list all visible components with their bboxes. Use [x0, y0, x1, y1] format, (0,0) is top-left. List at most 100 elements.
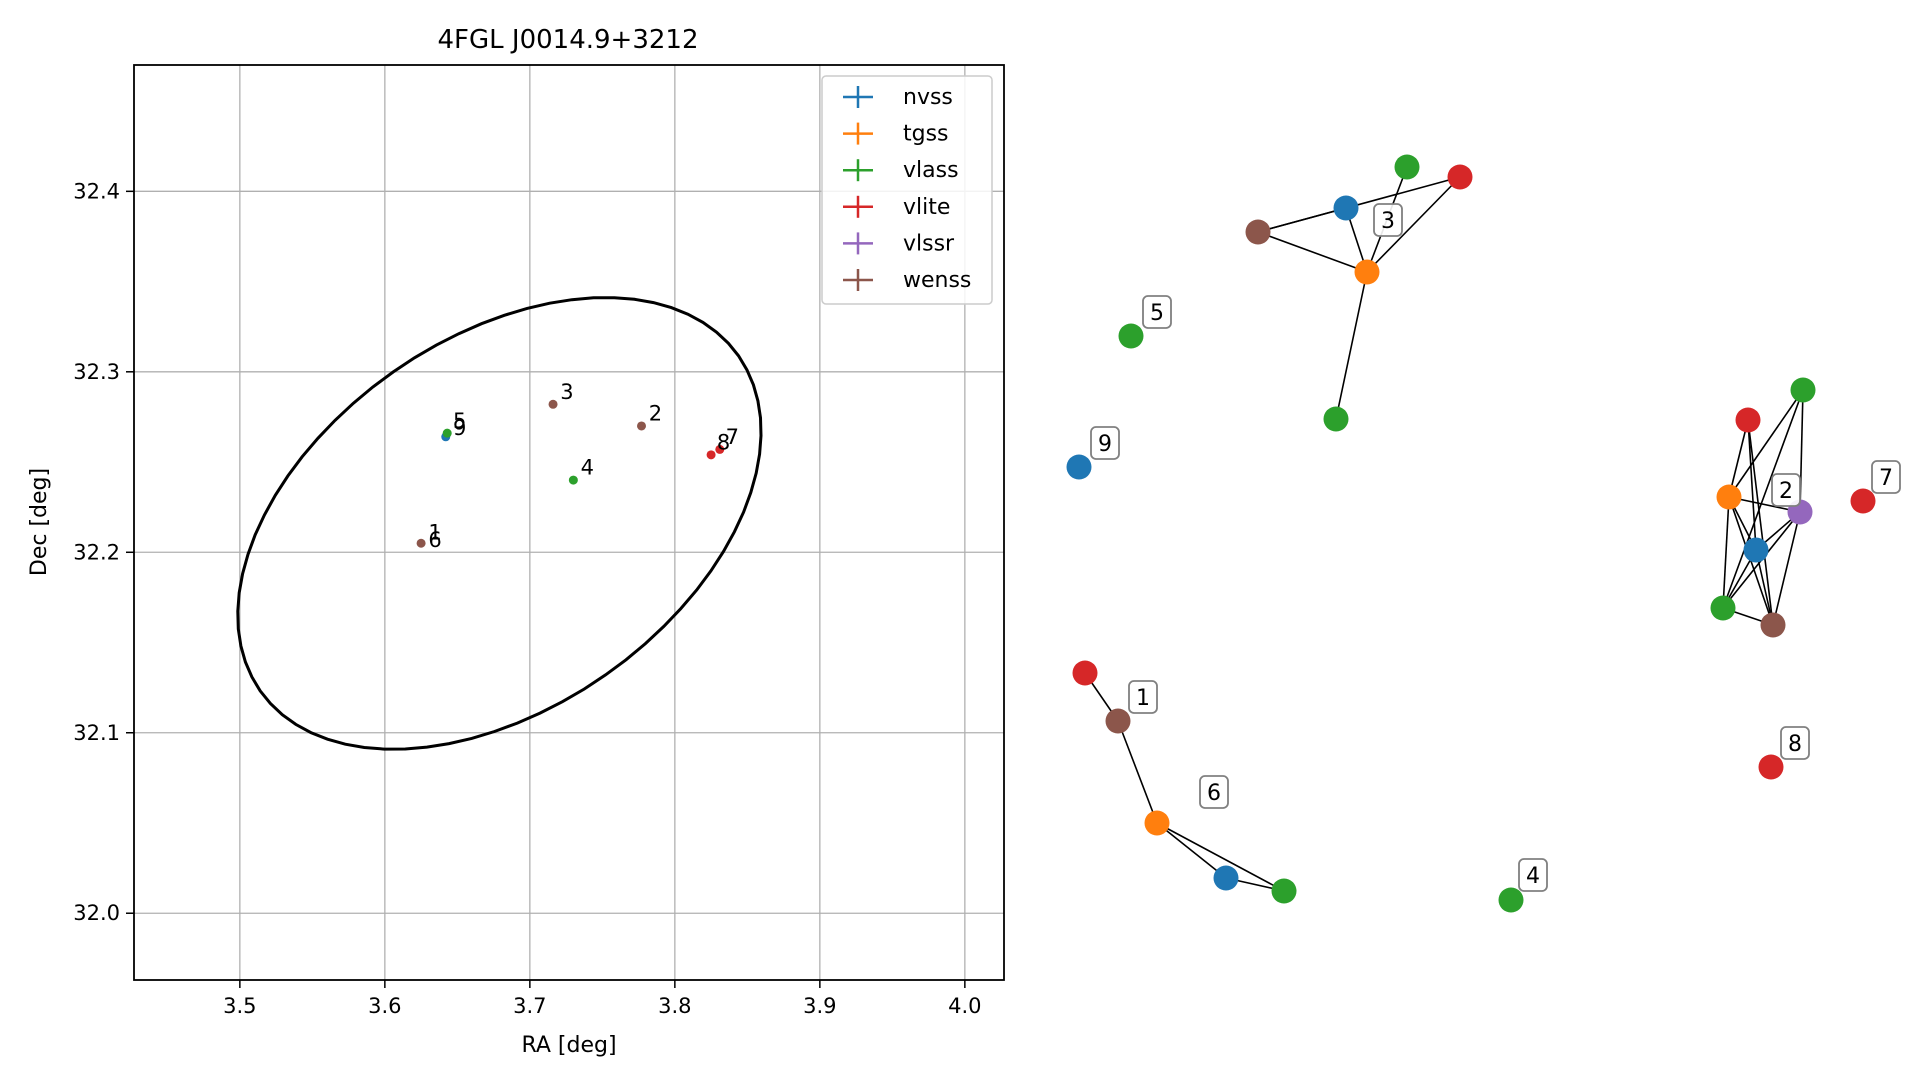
cluster-label-text: 5: [1150, 301, 1164, 326]
point-wenss: [548, 399, 558, 409]
cluster-labels: 3 5 9 2 7 1 6 8 4: [1090, 203, 1901, 892]
network-edge: [1257, 176, 1461, 233]
network-edge: [1156, 822, 1227, 879]
y-tick-label: 32.1: [73, 721, 120, 745]
source-label: 3: [560, 380, 573, 404]
network-node-c2-vlass-a: [1790, 377, 1816, 403]
network-node-c3-vlite: [1447, 164, 1473, 190]
network-node-c8-vlite: [1758, 754, 1784, 780]
network-node-c6-vlass: [1271, 878, 1297, 904]
cluster-label-5: 5: [1142, 295, 1172, 329]
error-ellipse: [236, 296, 763, 751]
legend-item-wenss[interactable]: wenss: [843, 268, 971, 293]
network-edge: [1722, 496, 1730, 609]
cluster-label-1: 1: [1128, 680, 1158, 714]
network-node-c3-nvss: [1333, 195, 1359, 221]
cluster-label-box: [1771, 473, 1801, 507]
x-tick-label: 3.7: [513, 994, 546, 1018]
network-edges: [1084, 166, 1804, 892]
axis-ticks: 3.5 3.6 3.7 3.8 3.9 4.0 32.0 32.1 32.2 32.3 32.4: [73, 179, 981, 1018]
legend-item-vlass[interactable]: vlass: [843, 158, 959, 183]
network-node-c3-vlass-a: [1394, 154, 1420, 180]
network-node-c2-nvss: [1743, 537, 1769, 563]
source-points: [416, 399, 725, 548]
cluster-label-text: 9: [1098, 432, 1112, 457]
legend-label-nvss: nvss: [903, 85, 953, 110]
legend-item-nvss[interactable]: nvss: [843, 85, 953, 110]
source-label: 1: [428, 521, 441, 545]
x-tick-label: 4.0: [948, 994, 981, 1018]
source-label: 8: [717, 430, 730, 454]
legend-label-vlssr: vlssr: [903, 231, 955, 256]
cluster-label-box: [1128, 680, 1158, 714]
cluster-label-9: 9: [1090, 426, 1120, 460]
x-tick-label: 3.5: [223, 994, 256, 1018]
network-edge: [1722, 389, 1804, 609]
legend-item-tgss[interactable]: tgss: [843, 122, 949, 147]
y-tick-label: 32.4: [73, 179, 120, 203]
chart-title: 4FGL J0014.9+3212: [438, 25, 699, 55]
network-node-c4-vlass: [1498, 887, 1524, 913]
network-edge: [1728, 419, 1749, 498]
cluster-label-box: [1142, 295, 1172, 329]
point-vlass: [442, 428, 452, 438]
y-tick-label: 32.3: [73, 360, 120, 384]
sky-position-panel: 4FGL J0014.9+3212 16 59 3 2 4 87 3.5 3.6 3.7 3.8…: [27, 25, 1005, 1058]
source-label: 4: [581, 456, 594, 480]
source-label: 9: [453, 416, 466, 440]
legend-label-wenss: wenss: [903, 268, 971, 293]
network-edge: [1257, 231, 1368, 273]
network-node-c3-tgss: [1354, 259, 1380, 285]
legend[interactable]: nvss tgss vlass vlite vlssr wenss: [821, 75, 993, 305]
source-label: 2: [649, 402, 662, 426]
cluster-label-6: 6: [1199, 775, 1229, 809]
cluster-label-7: 7: [1871, 460, 1901, 494]
network-edge: [1747, 419, 1757, 551]
network-node-c3-vlass-b: [1323, 406, 1349, 432]
network-node-c1-vlite: [1072, 660, 1098, 686]
cluster-label-box: [1780, 726, 1810, 760]
localization-ellipse: [236, 296, 763, 751]
legend-label-vlite: vlite: [903, 195, 950, 220]
network-node-c2-wenss: [1760, 612, 1786, 638]
network-node-c2-vlite: [1735, 407, 1761, 433]
network-edge: [1747, 419, 1774, 626]
axes-frame: [133, 64, 1005, 981]
y-tick-label: 32.0: [73, 901, 120, 925]
cluster-label-text: 6: [1207, 781, 1221, 806]
cluster-label-8: 8: [1780, 726, 1810, 760]
network-nodes: [1066, 154, 1876, 913]
legend-item-vlite[interactable]: vlite: [843, 195, 950, 220]
x-axis-label: RA [deg]: [521, 1033, 616, 1058]
legend-item-vlssr[interactable]: vlssr: [843, 231, 955, 256]
point-vlite: [715, 444, 725, 454]
x-tick-label: 3.9: [803, 994, 836, 1018]
legend-label-vlass: vlass: [903, 158, 959, 183]
cluster-label-3: 3: [1373, 203, 1403, 237]
network-edge: [1156, 822, 1285, 892]
y-axis-label: Dec [deg]: [27, 468, 52, 576]
source-label: 5: [453, 409, 466, 433]
network-node-c1-wenss: [1105, 708, 1131, 734]
cluster-label-box: [1199, 775, 1229, 809]
point-vlite: [706, 450, 716, 460]
network-node-c2-vlass-b: [1710, 595, 1736, 621]
network-node-c7-vlite: [1850, 488, 1876, 514]
cluster-label-text: 2: [1779, 479, 1793, 504]
y-tick-label: 32.2: [73, 540, 120, 564]
network-edge: [1366, 176, 1461, 273]
cluster-label-text: 3: [1381, 209, 1395, 234]
network-node-c6-tgss: [1144, 810, 1170, 836]
network-node-c5-vlass: [1118, 323, 1144, 349]
x-tick-label: 3.6: [368, 994, 401, 1018]
network-edge: [1728, 389, 1804, 498]
network-edge: [1755, 549, 1774, 626]
network-node-c9-nvss: [1066, 454, 1092, 480]
point-wenss: [637, 421, 646, 431]
crossmatch-network-panel: 3 5 9 2 7 1 6 8 4: [1066, 154, 1901, 913]
cluster-label-text: 7: [1879, 466, 1893, 491]
source-label: 6: [428, 528, 441, 552]
cluster-label-box: [1373, 203, 1403, 237]
cluster-label-box: [1518, 858, 1548, 892]
point-wenss: [416, 538, 426, 548]
